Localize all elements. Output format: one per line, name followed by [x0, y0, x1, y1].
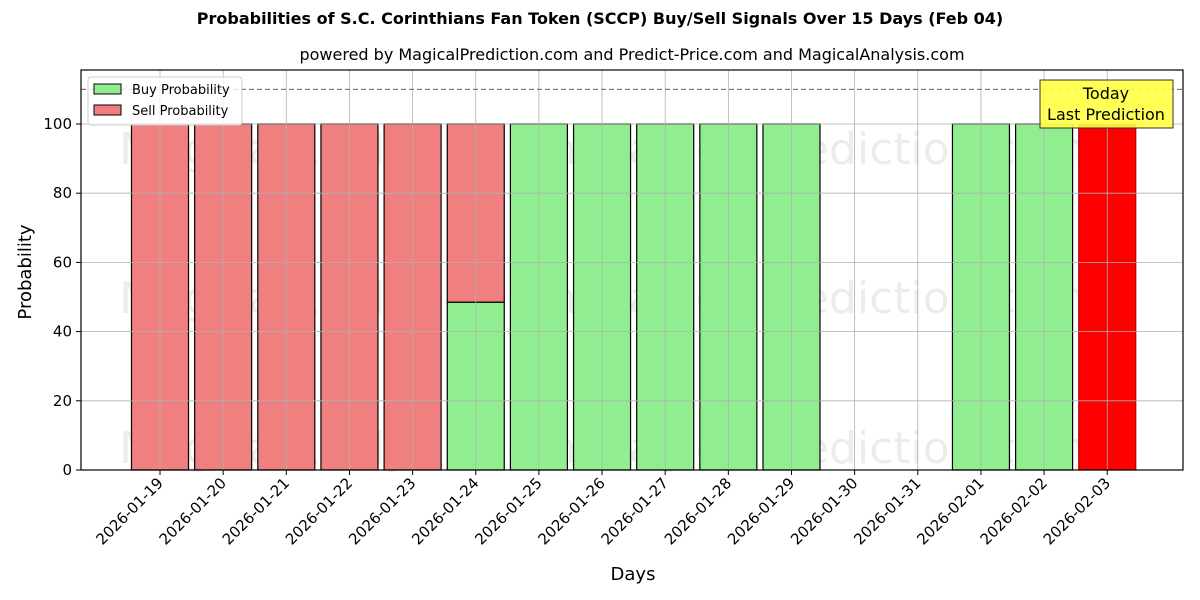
x-tick-label: 2026-01-31 — [850, 474, 924, 548]
x-tick-label: 2026-01-28 — [661, 474, 735, 548]
x-tick-label: 2026-01-25 — [471, 474, 545, 548]
y-tick-label: 80 — [53, 184, 72, 202]
annotation-line-2: Last Prediction — [1047, 105, 1165, 124]
y-tick-label: 0 — [62, 461, 72, 479]
legend: Buy Probability Sell Probability — [87, 76, 243, 126]
x-tick-label: 2026-01-29 — [724, 474, 798, 548]
y-tick-label: 40 — [53, 323, 72, 341]
x-tick-label: 2026-01-23 — [345, 474, 419, 548]
x-tick-label: 2026-01-21 — [219, 474, 293, 548]
legend-swatch-buy — [93, 83, 122, 95]
x-tick-label: 2026-01-27 — [598, 474, 672, 548]
today-annotation: Today Last Prediction — [1039, 79, 1174, 129]
legend-swatch-sell — [93, 104, 122, 116]
x-axis-label: Days — [611, 564, 656, 585]
x-tick-label: 2026-02-03 — [1040, 474, 1114, 548]
chart-subtitle: powered by MagicalPrediction.com and Pre… — [299, 45, 965, 64]
y-tick-label: 60 — [53, 253, 72, 271]
x-tick-label: 2026-01-20 — [156, 474, 230, 548]
x-tick-label: 2026-01-22 — [282, 474, 356, 548]
y-tick-label: 100 — [43, 115, 72, 133]
y-tick-label: 20 — [53, 392, 72, 410]
x-tick-label: 2026-01-30 — [787, 474, 861, 548]
x-tick-label: 2026-01-24 — [408, 474, 482, 548]
x-tick-label: 2026-01-26 — [534, 474, 608, 548]
grid-layer — [81, 70, 1183, 471]
legend-label-buy: Buy Probability — [132, 83, 230, 98]
y-axis-ticks: 0 20 40 60 80 100 — [43, 115, 81, 479]
annotation-line-1: Today — [1082, 84, 1129, 103]
chart-title: Probabilities of S.C. Corinthians Fan To… — [196, 9, 1004, 28]
x-tick-label: 2026-02-01 — [913, 474, 987, 548]
plot-frame — [80, 69, 1184, 471]
legend-label-sell: Sell Probability — [132, 104, 229, 119]
x-tick-label: 2026-01-19 — [92, 474, 166, 548]
x-tick-label: 2026-02-02 — [977, 474, 1051, 548]
x-axis-ticks: 2026-01-192026-01-202026-01-212026-01-22… — [92, 470, 1114, 548]
y-axis-label: Probability — [15, 224, 36, 319]
